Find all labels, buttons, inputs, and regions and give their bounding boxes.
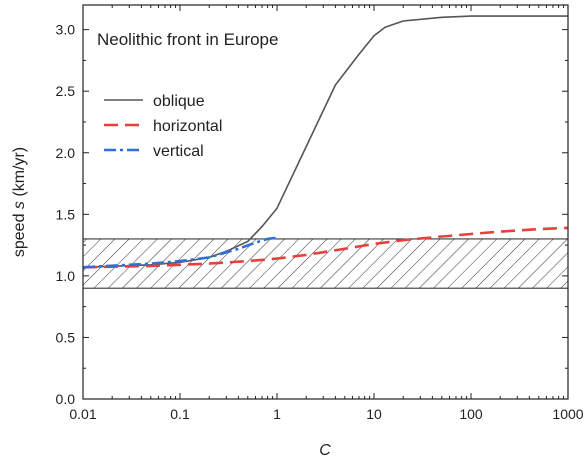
x-axis-label: C [319, 442, 331, 459]
series-line-horizontal [83, 226, 568, 269]
legend-label-oblique: oblique [153, 93, 205, 110]
y-axis-label-prefix: speed [11, 209, 28, 257]
x-tick-label: 0.1 [170, 406, 190, 422]
x-tick-label: 100 [459, 406, 483, 422]
series-line-vertical [83, 236, 278, 269]
y-tick-label: 3.0 [56, 22, 76, 38]
series-line-oblique [83, 15, 568, 269]
y-tick-label: 1.0 [56, 268, 76, 284]
y-tick-label: 2.0 [56, 145, 76, 161]
y-axis-label: speed s (km/yr) [11, 147, 28, 257]
y-axis-label-symbol: s [11, 201, 28, 209]
y-axis-label-suffix: (km/yr) [11, 147, 28, 201]
x-axis-ticks: 0.01 0.1 1 10 100 1000 [69, 5, 584, 422]
y-axis-ticks: 0.0 0.5 1.0 1.5 2.0 2.5 3.0 [56, 22, 568, 407]
x-tick-label: 1000 [552, 406, 583, 422]
legend-label-horizontal: horizontal [153, 118, 222, 135]
y-tick-label: 0.5 [56, 329, 76, 345]
x-tick-label: 10 [366, 406, 382, 422]
x-tick-label: 1 [273, 406, 281, 422]
x-tick-label: 0.01 [69, 406, 96, 422]
plot-frame [82, 4, 569, 400]
y-tick-label: 0.0 [56, 391, 76, 407]
legend-label-vertical: vertical [153, 143, 204, 160]
legend: oblique horizontal vertical [104, 93, 222, 160]
y-tick-label: 2.5 [56, 83, 76, 99]
y-tick-label: 1.5 [56, 206, 76, 222]
chart-title: Neolithic front in Europe [97, 30, 278, 49]
series-layer [83, 15, 568, 269]
